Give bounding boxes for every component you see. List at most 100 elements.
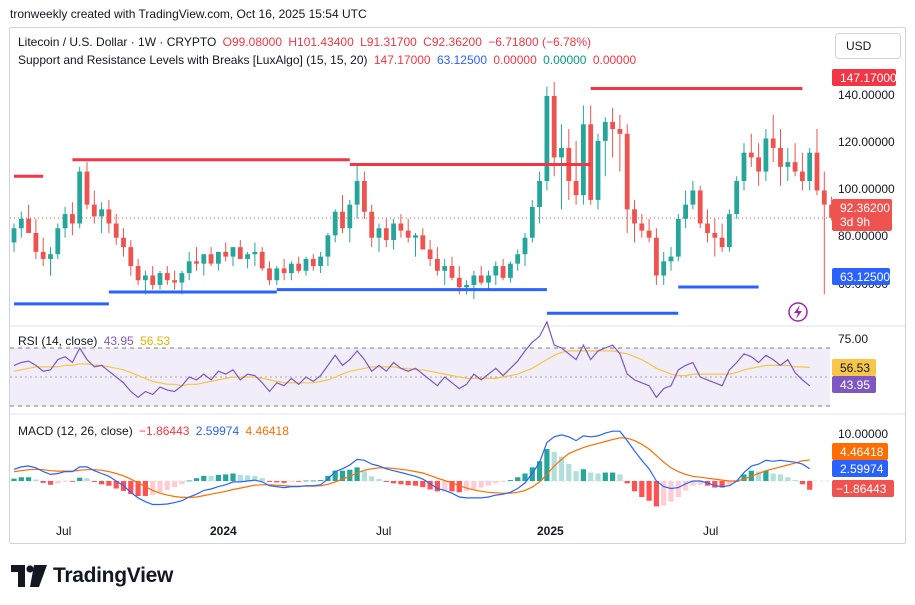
macd-histogram-bar (383, 481, 389, 482)
macd-histogram-bar (588, 472, 594, 481)
macd-name[interactable]: MACD (12, 26, close) (18, 424, 133, 438)
candle-body (500, 266, 506, 278)
time-label: 2024 (210, 524, 237, 538)
candle-body (493, 266, 499, 276)
macd-histogram-bar (471, 481, 477, 489)
macd-histogram-bar (449, 481, 455, 492)
candle-body (697, 190, 703, 224)
macd-histogram-bar (420, 481, 426, 488)
macd-histogram-bar (675, 481, 681, 497)
bar-countdown: 3d 9h (840, 215, 870, 229)
macd-histogram-bar (639, 481, 645, 497)
macd-histogram-bar (259, 478, 265, 481)
resistance-price-label: 147.17000 (840, 71, 897, 85)
macd-histogram-bar (245, 475, 251, 481)
macd-histogram-bar (193, 478, 200, 481)
macd-histogram-bar (617, 474, 623, 481)
candle-body (807, 152, 813, 182)
currency-button[interactable]: USD (835, 33, 901, 59)
macd-histogram-bar (318, 480, 324, 481)
candle-body (442, 266, 448, 271)
macd-histogram-bar (763, 470, 769, 481)
macd-line-tag (832, 460, 888, 477)
macd-histogram-bar (84, 478, 90, 481)
candle-body (113, 223, 119, 238)
indicator-value-3: 0.00000 (493, 53, 537, 67)
macd-histogram-bar (799, 481, 805, 485)
candle-body (281, 268, 287, 274)
macd-histogram-bar (113, 481, 119, 489)
macd-hist-label: −1.86443 (836, 482, 887, 496)
macd-histogram-bar (142, 481, 148, 497)
candle-body (186, 261, 192, 274)
macd-histogram-bar (91, 481, 97, 482)
candle-body (435, 258, 440, 271)
macd-hist-value: −1.86443 (139, 424, 190, 438)
macd-histogram-bar (807, 481, 813, 490)
rsi-value-label: 43.95 (840, 378, 870, 392)
macd-histogram-bar (566, 464, 572, 481)
candle-body (77, 171, 83, 224)
candle-body (296, 263, 302, 271)
macd-histogram-bar (296, 481, 302, 482)
macd-histogram-bar (631, 481, 638, 492)
candle-body (391, 223, 396, 241)
macd-line-label: 2.59974 (840, 462, 884, 476)
macd-histogram-bar (478, 481, 484, 488)
rsi-ma-line (13, 350, 810, 387)
candle-body (690, 190, 696, 205)
indicator-name[interactable]: Support and Resistance Levels with Break… (18, 53, 368, 67)
levels-group (14, 86, 803, 315)
candle-body (325, 235, 331, 257)
candle-body (719, 237, 725, 248)
candle-body (727, 214, 732, 248)
macd-histogram-bar (33, 479, 39, 481)
macd-histogram-bar (18, 477, 24, 481)
candle-body (318, 256, 323, 267)
candle-body (194, 261, 199, 264)
candle-body (267, 268, 272, 281)
candle-body (486, 275, 491, 283)
macd-histogram-bar (544, 449, 550, 481)
candle-body (121, 237, 126, 248)
candle-body (537, 181, 542, 207)
candle-body (405, 230, 411, 238)
candle-body (62, 214, 68, 229)
candle-body (595, 140, 601, 200)
macd-histogram-bar (493, 481, 499, 484)
macd-pane (11, 430, 813, 507)
candle-body (362, 181, 367, 212)
macd-histogram-bar (442, 481, 448, 491)
macd-histogram-bar (412, 481, 419, 486)
macd-histogram-bar (777, 474, 784, 481)
candle-body (610, 121, 615, 130)
macd-histogram-bar (164, 481, 170, 490)
candle-body (646, 230, 652, 238)
candle-body (778, 147, 783, 167)
rsi-name[interactable]: RSI (14, close) (18, 334, 98, 348)
candle-body (522, 237, 528, 255)
candle-body (245, 254, 250, 259)
macd-histogram-bar (237, 474, 243, 481)
ohlc-high: H101.43400 (288, 35, 354, 49)
candle-body (683, 204, 688, 219)
last-price-label: 92.36200 (840, 201, 890, 215)
macd-histogram-bar (223, 474, 229, 481)
candle-body (91, 204, 97, 217)
macd-histogram-bar (157, 481, 163, 493)
tradingview-logo[interactable]: TradingView (11, 564, 173, 588)
candle-body (259, 251, 265, 269)
event-marker-icon[interactable] (788, 302, 808, 322)
candle-body (661, 261, 667, 276)
publication-header: tronweekly created with TradingView.com,… (10, 7, 367, 21)
candle-body (785, 162, 791, 167)
time-label: Jul (703, 524, 718, 538)
symbol-title[interactable]: Litecoin / U.S. Dollar · 1W · CRYPTO (18, 35, 217, 49)
macd-legend: MACD (12, 26, close) −1.86443 2.59974 4.… (18, 424, 292, 438)
candle-body (347, 204, 353, 229)
main-legend: Litecoin / U.S. Dollar · 1W · CRYPTO O99… (18, 35, 594, 49)
macd-histogram-bar (726, 481, 732, 486)
macd-histogram-bar (303, 480, 309, 482)
macd-histogram-bar (332, 470, 338, 481)
